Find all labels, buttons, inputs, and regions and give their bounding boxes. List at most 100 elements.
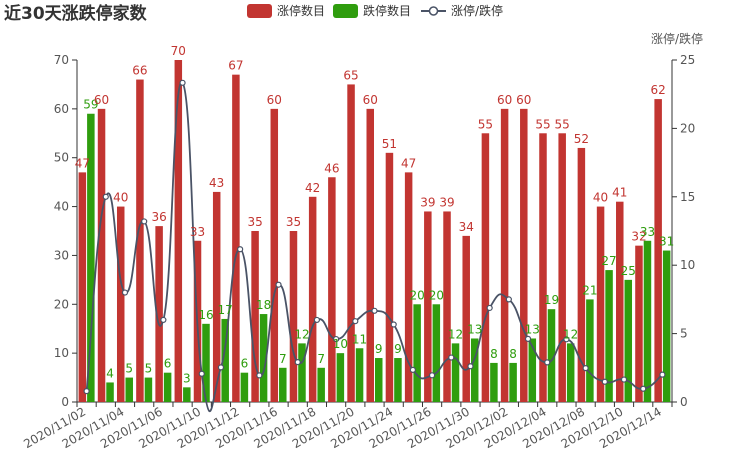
ratio-point (486, 304, 493, 312)
data-label-limit-up: 60 (516, 93, 531, 107)
bar-limit-down (605, 270, 613, 402)
data-labels: 4759604405665366703331643176763518607351… (75, 44, 675, 385)
bar-limit-down (259, 314, 268, 402)
bar-limit-up (251, 231, 259, 402)
legend-marker-ratio (428, 6, 439, 16)
ratio-point (371, 307, 378, 314)
bar-limit-up (520, 108, 528, 402)
legend-item-ratio[interactable]: 涨停/跌停 (421, 3, 503, 18)
data-label-limit-up: 60 (363, 93, 378, 107)
ratio-point (333, 335, 340, 343)
legend-item-limit-up[interactable]: 涨停数目 (247, 3, 325, 18)
ratio-point (467, 363, 474, 370)
bar-limit-down (298, 343, 306, 402)
bar-limit-down (183, 387, 191, 402)
bar-limit-down (163, 372, 172, 402)
bar-limit-up (596, 206, 605, 402)
axes: 01020304050607005101520252020/11/022020/… (21, 53, 695, 451)
data-label-limit-down: 6 (241, 357, 249, 371)
data-label-limit-down: 11 (352, 332, 367, 346)
bar-limit-up (270, 108, 279, 402)
data-label-limit-up: 65 (343, 68, 358, 82)
ratio-point (448, 354, 455, 361)
bar-limit-up (347, 84, 355, 402)
data-label-limit-up: 34 (459, 220, 474, 234)
ratio-point (524, 335, 532, 342)
data-label-limit-down: 20 (429, 288, 444, 302)
data-label-limit-up: 39 (420, 195, 435, 209)
ratio-point (544, 359, 551, 366)
ratio-point (160, 316, 167, 324)
ratio-point (198, 370, 205, 377)
ratio-point (620, 376, 628, 383)
y-left-tick-label: 0 (61, 395, 69, 409)
data-label-limit-up: 36 (151, 210, 166, 224)
bars (78, 60, 671, 403)
bar-limit-down (624, 279, 633, 402)
data-label-limit-down: 33 (640, 225, 655, 239)
ratio-point (601, 378, 608, 385)
data-label-limit-up: 41 (612, 186, 627, 200)
bar-limit-down (547, 309, 556, 402)
data-label-limit-up: 33 (190, 225, 205, 239)
bar-limit-up (174, 60, 183, 402)
data-label-limit-up: 42 (305, 181, 320, 195)
data-label-limit-up: 62 (651, 83, 666, 97)
y-left-tick-label: 20 (54, 297, 69, 311)
data-label-limit-down: 17 (218, 303, 233, 317)
y-left-tick-label: 10 (54, 346, 69, 360)
bar-limit-up (462, 235, 470, 402)
bar-limit-up (635, 245, 643, 402)
ratio-point (179, 79, 186, 86)
legend-label-limit-down: 跌停数目 (363, 3, 411, 18)
data-label-limit-down: 12 (294, 327, 309, 341)
data-label-limit-up: 60 (94, 93, 109, 107)
bar-limit-up (577, 147, 586, 402)
ratio-point (563, 336, 570, 343)
data-label-limit-down: 8 (490, 347, 498, 361)
bar-limit-up (232, 74, 240, 403)
data-label-limit-down: 6 (164, 357, 172, 371)
ratio-point (505, 296, 512, 303)
bar-limit-up (308, 196, 317, 402)
ratio-point (275, 281, 282, 288)
bar-limit-down (470, 338, 479, 402)
data-label-limit-down: 7 (317, 352, 325, 366)
data-label-limit-up: 40 (113, 191, 128, 205)
y-right-tick-label: 20 (680, 121, 695, 135)
ratio-point (352, 318, 359, 325)
bar-limit-down (413, 304, 421, 402)
ratio-point (102, 193, 109, 200)
right-axis-name: 涨停/跌停 (651, 31, 703, 46)
bar-limit-up (558, 133, 566, 403)
bar-limit-up (443, 211, 451, 402)
data-label-limit-up: 52 (574, 132, 589, 146)
bar-limit-up (366, 108, 374, 402)
y-right-tick-label: 5 (680, 327, 688, 341)
bar-limit-down (202, 323, 210, 402)
data-label-limit-down: 12 (448, 327, 463, 341)
bar-limit-down (221, 318, 229, 402)
ratio-point (640, 385, 647, 392)
ratio-point (217, 364, 225, 371)
bar-limit-down (643, 240, 652, 402)
bar-limit-down (355, 348, 364, 402)
bar-limit-down (125, 377, 133, 402)
data-label-limit-up: 46 (324, 161, 339, 175)
data-label-limit-up: 39 (439, 195, 454, 209)
ratio-point (409, 366, 416, 373)
bar-limit-up (155, 226, 163, 402)
data-label-limit-up: 47 (75, 156, 90, 170)
ratio-line-layer (83, 79, 666, 413)
bar-limit-down (375, 358, 383, 402)
data-label-limit-down: 21 (582, 283, 597, 297)
bar-limit-down (279, 367, 287, 402)
y-left-tick-label: 50 (54, 151, 69, 165)
legend-item-limit-down[interactable]: 跌停数目 (333, 3, 411, 18)
bar-limit-down (432, 304, 441, 402)
ratio-point (121, 289, 129, 296)
ratio-point (313, 316, 321, 324)
data-label-limit-up: 43 (209, 176, 224, 190)
legend[interactable]: 涨停数目 跌停数目 涨停/跌停 (247, 3, 503, 18)
